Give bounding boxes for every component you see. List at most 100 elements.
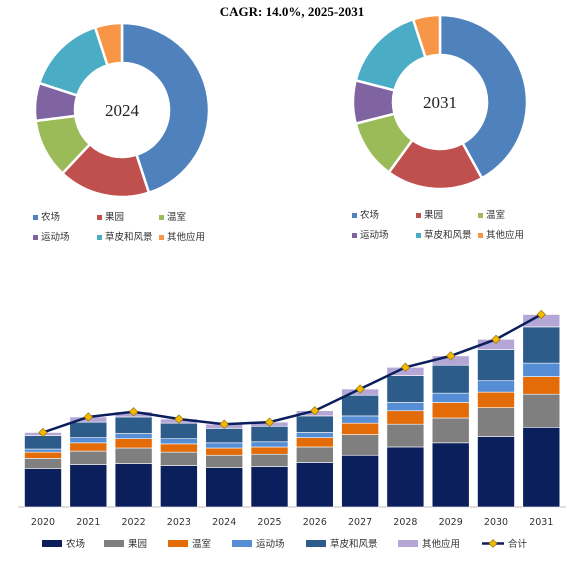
bar-果园-2030 (477, 407, 515, 437)
donut2-legend-swatch-农场 (352, 213, 357, 218)
bar-legend-marker-合计 (488, 539, 498, 548)
x-tick-label-2022: 2022 (122, 517, 146, 528)
x-tick-label-2026: 2026 (303, 517, 327, 528)
bar-运动场-2023 (160, 438, 198, 445)
donut2-legend-swatch-运动场 (352, 233, 357, 238)
bar-温室-2027 (341, 422, 379, 435)
bar-果园-2021 (69, 450, 108, 465)
bar-legend-label-其他应用: 其他应用 (422, 538, 460, 550)
bar-legend-label-合计: 合计 (508, 538, 528, 550)
bar-草皮和风景-2022 (114, 416, 153, 434)
donut2-legend-label-农场: 农场 (360, 209, 379, 221)
bar-农场-2029 (431, 442, 470, 508)
donut2-legend-swatch-温室 (478, 213, 483, 218)
bar-运动场-2027 (341, 415, 379, 424)
bar-农场-2020 (24, 468, 62, 508)
bar-农场-2023 (160, 465, 198, 508)
bar-温室-2024 (205, 447, 243, 456)
bar-果园-2025 (250, 453, 289, 467)
bar-legend-swatch-温室 (168, 540, 188, 547)
bar-运动场-2025 (250, 441, 289, 448)
total-marker-2022 (128, 407, 139, 417)
bar-温室-2020 (24, 451, 62, 459)
bar-运动场-2022 (114, 433, 153, 439)
bar-农场-2028 (386, 446, 425, 508)
bar-农场-2026 (295, 462, 334, 508)
donut2-legend-label-草皮和风景: 草皮和风景 (424, 229, 472, 241)
total-marker-2027 (355, 384, 365, 394)
total-marker-2025 (264, 417, 275, 427)
bar-草皮和风景-2030 (477, 349, 515, 382)
bar-农场-2022 (114, 463, 153, 508)
bar-温室-2022 (114, 438, 153, 449)
bar-草皮和风景-2023 (160, 422, 198, 439)
donut1-legend-label-果园: 果园 (105, 212, 124, 223)
bar-农场-2027 (341, 454, 379, 508)
donut1-legend-label-草皮和风景: 草皮和风景 (105, 231, 153, 243)
total-marker-2024 (219, 419, 229, 429)
total-marker-2021 (83, 412, 93, 422)
bar-运动场-2029 (431, 392, 470, 403)
bar-温室-2021 (69, 442, 108, 452)
bar-温室-2026 (295, 437, 334, 448)
bar-运动场-2028 (386, 402, 425, 412)
donut2-legend-label-果园: 果园 (424, 210, 443, 221)
bar-草皮和风景-2025 (250, 425, 289, 443)
x-tick-label-2030: 2030 (484, 517, 508, 528)
total-line (42, 313, 542, 434)
bar-运动场-2021 (69, 437, 108, 444)
bar-草皮和风景-2031 (522, 326, 561, 364)
donut1-center-label: 2024 (105, 101, 140, 120)
total-marker-2020 (38, 427, 48, 438)
bar-农场-2024 (205, 467, 243, 508)
bar-果园-2028 (386, 423, 425, 448)
donut2-legend-label-其他应用: 其他应用 (486, 229, 524, 241)
bar-草皮和风景-2028 (386, 375, 425, 403)
bar-legend-swatch-果园 (104, 540, 124, 547)
total-marker-2023 (174, 414, 184, 424)
bar-legend-label-农场: 农场 (66, 538, 85, 550)
bar-运动场-2024 (205, 442, 243, 449)
bar-果园-2020 (24, 458, 62, 470)
bar-草皮和风景-2029 (431, 364, 470, 394)
donut1-legend-label-温室: 温室 (167, 211, 186, 223)
bar-果园-2029 (431, 417, 470, 444)
chart-title: CAGR: 14.0%, 2025-2031 (219, 4, 365, 19)
donut1-slice-其他应用 (93, 21, 124, 67)
bar-温室-2030 (477, 391, 515, 408)
x-tick-label-2021: 2021 (76, 517, 100, 528)
x-tick-label-2028: 2028 (393, 517, 417, 528)
bar-草皮和风景-2021 (69, 421, 108, 438)
bar-草皮和风景-2027 (341, 394, 379, 417)
donut2-legend-label-运动场: 运动场 (360, 230, 389, 241)
donut2-legend-label-温室: 温室 (486, 209, 505, 221)
bar-果园-2022 (114, 447, 153, 464)
bar-果园-2024 (205, 454, 243, 468)
bar-运动场-2026 (295, 432, 334, 438)
donut1-legend-label-运动场: 运动场 (41, 232, 70, 243)
bar-运动场-2031 (522, 362, 561, 377)
bar-legend-label-果园: 果园 (128, 539, 147, 550)
donut1-legend-swatch-其他应用 (159, 235, 164, 240)
bar-草皮和风景-2020 (24, 435, 62, 450)
x-tick-label-2023: 2023 (167, 517, 191, 528)
x-tick-label-2025: 2025 (257, 517, 281, 528)
total-marker-2026 (310, 406, 320, 416)
bar-农场-2030 (477, 436, 515, 508)
bar-草皮和风景-2026 (295, 415, 334, 433)
bar-legend-swatch-其他应用 (398, 540, 418, 547)
donut1-legend-swatch-温室 (159, 215, 164, 220)
donut2-legend-swatch-果园 (416, 213, 421, 218)
bar-温室-2025 (250, 446, 289, 455)
bar-温室-2023 (160, 443, 198, 453)
bar-草皮和风景-2024 (205, 428, 243, 444)
bar-温室-2031 (522, 376, 561, 395)
donut1-legend-swatch-草皮和风景 (97, 235, 102, 240)
total-marker-2030 (491, 334, 501, 344)
bar-农场-2021 (69, 464, 108, 508)
x-tick-label-2024: 2024 (212, 517, 236, 528)
donut2-slice-其他应用 (411, 13, 442, 59)
donut2-legend-swatch-其他应用 (478, 233, 483, 238)
donut2-slice-农场 (438, 13, 529, 180)
